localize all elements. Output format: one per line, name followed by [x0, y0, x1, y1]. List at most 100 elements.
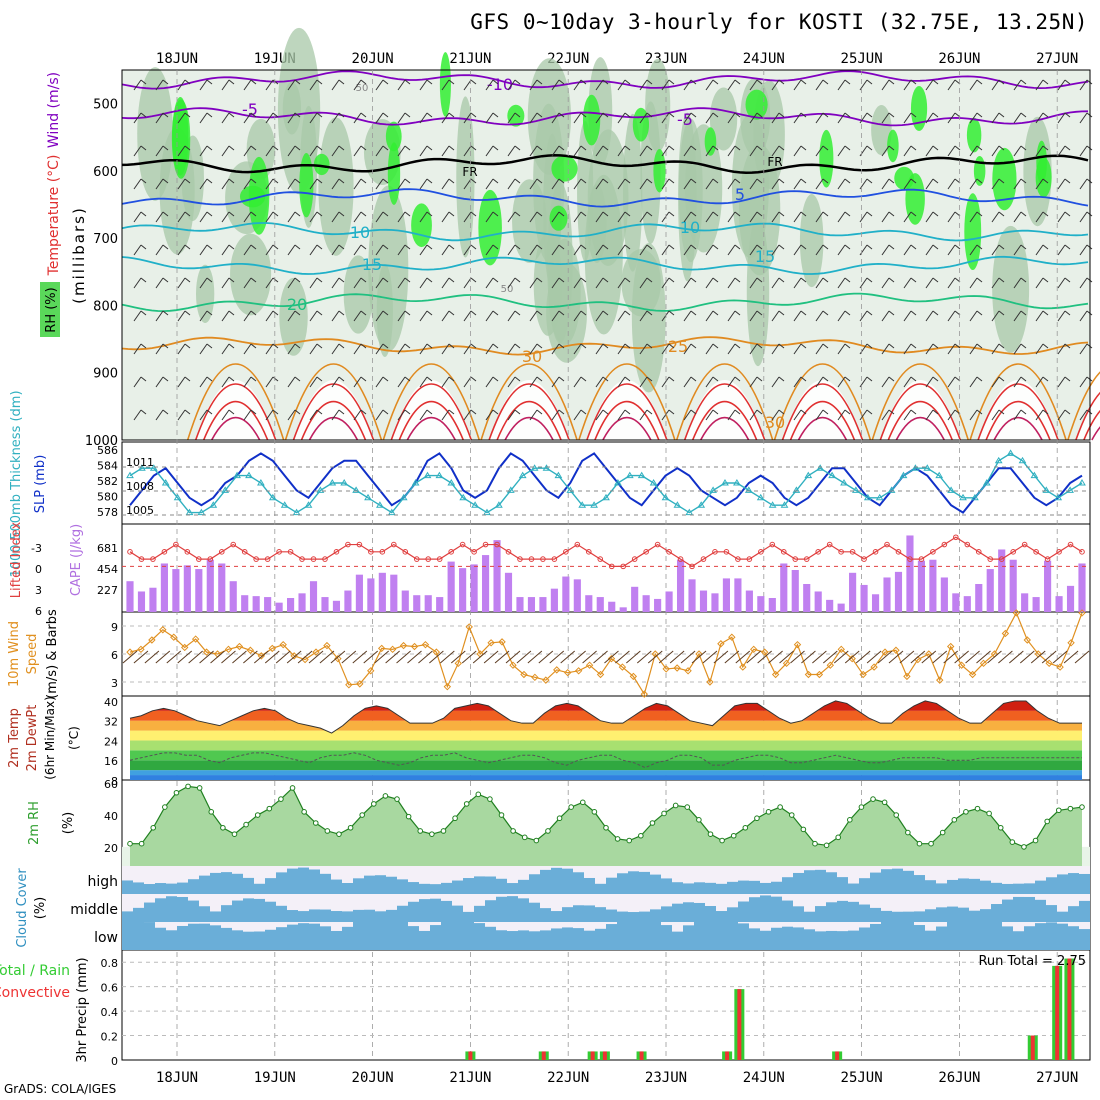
wind-barb-flag [316, 112, 323, 118]
wind-barb [837, 277, 846, 289]
wind-barb [881, 277, 890, 289]
cloud-bar [232, 930, 243, 950]
contour-label: 5 [735, 185, 745, 204]
wind-barb-flag [228, 376, 235, 382]
contour-label: 15 [362, 255, 382, 274]
wind-barb-flag [448, 376, 455, 382]
wind-barb [991, 145, 1000, 157]
lifted-index-marker [643, 549, 649, 555]
cloud-bar [705, 922, 716, 950]
rh-marker [138, 840, 145, 847]
wind-barb-flag [800, 244, 807, 250]
isotherm-line [121, 292, 1089, 313]
wind-barb [441, 244, 450, 256]
wind-speed-marker [377, 644, 386, 653]
lifted-index-marker [723, 549, 730, 555]
wind-barb [397, 409, 406, 421]
wind-barb [683, 310, 692, 322]
cloud-bar [881, 922, 892, 950]
wind-barb [727, 343, 736, 355]
surface-wind-barb [812, 650, 827, 664]
temp-band [130, 740, 1082, 751]
cape-bar [550, 588, 558, 612]
wind-barb [353, 79, 362, 91]
wind-barb-flag [250, 376, 257, 382]
lifted-index-marker [356, 541, 363, 548]
wind-barb-flag [140, 112, 147, 118]
wind-barb [265, 244, 274, 256]
wind-barb [419, 310, 428, 322]
surface-wind-barb [801, 650, 816, 664]
cloud-bar [199, 906, 210, 922]
thickness-marker [411, 479, 420, 486]
surface-wind-barb [768, 650, 783, 664]
wind-barb [595, 178, 604, 190]
wind-barb [837, 211, 846, 223]
wind-barb-flag [1042, 211, 1049, 217]
cape-bar [378, 572, 386, 612]
wind-barb [947, 409, 956, 421]
surface-wind-barb [188, 650, 203, 664]
rh-marker [951, 817, 958, 823]
thickness-marker [257, 479, 265, 486]
surface-wind-barb [998, 650, 1013, 664]
wind-barb [793, 145, 802, 157]
wind-barb-flag [690, 343, 697, 349]
wind-barb [705, 409, 714, 421]
cloud-bar [628, 871, 639, 894]
contour-label: -5 [677, 110, 693, 129]
cloud-bar [221, 872, 232, 894]
wind-barb-flag [536, 343, 543, 349]
cape-bar [722, 578, 731, 612]
lifted-index-marker [368, 549, 374, 555]
cloud-bar [408, 926, 419, 950]
wind-barb-flag [536, 79, 543, 85]
precip-tick-label: 0.2 [101, 1031, 119, 1044]
wind-barb-flag [426, 112, 433, 118]
wind-speed-marker [235, 642, 244, 651]
cloud-bar [562, 907, 573, 922]
wind-barb-flag [404, 178, 411, 184]
wind-barb-flag [712, 211, 719, 217]
wind-barb [881, 79, 890, 91]
wind-speed-marker [312, 648, 320, 656]
cloud-bar [375, 875, 386, 894]
wind-barb [925, 112, 934, 124]
wind-barb-flag [712, 145, 719, 151]
wind-barb-flag [162, 79, 169, 85]
wind-barb-flag [272, 277, 279, 283]
wind-barb-flag [1042, 145, 1049, 151]
wind-barb-flag [206, 310, 213, 316]
surface-wind-barb [483, 650, 499, 664]
rh-marker [870, 796, 876, 802]
wind-barb [397, 244, 406, 256]
cape-bar [241, 595, 249, 612]
wind-barb-flag [1064, 343, 1071, 349]
wind-barb-flag [1042, 409, 1049, 415]
wind-barb-flag [580, 376, 587, 382]
wind-barb-flag [426, 211, 433, 217]
wind-barb [573, 277, 582, 289]
wind-barb-flag [998, 145, 1005, 151]
wind-barb-flag [866, 409, 873, 415]
rh-tick-label: 60 [104, 778, 118, 791]
wind-barb [1013, 211, 1022, 223]
cape-bar [596, 597, 604, 612]
wind-barb-flag [602, 343, 609, 349]
thickness-marker [435, 471, 444, 479]
wind-barb [793, 211, 802, 223]
wind-barb-flag [162, 244, 169, 250]
wind-barb [815, 244, 824, 256]
wind-barb-flag [778, 277, 785, 283]
wind-barb [265, 409, 274, 421]
wind-barb-flag [250, 211, 257, 217]
surface-wind-barb [538, 650, 554, 664]
precip-convective-bar [737, 989, 742, 1060]
thickness-marker [887, 486, 896, 493]
cape-bar [917, 560, 925, 612]
wind-barb [903, 409, 912, 421]
cloud-bar [331, 879, 342, 894]
wind-barb-flag [294, 343, 301, 349]
wind-barb-flag [866, 244, 873, 250]
precip-convective-bar [468, 1051, 473, 1060]
